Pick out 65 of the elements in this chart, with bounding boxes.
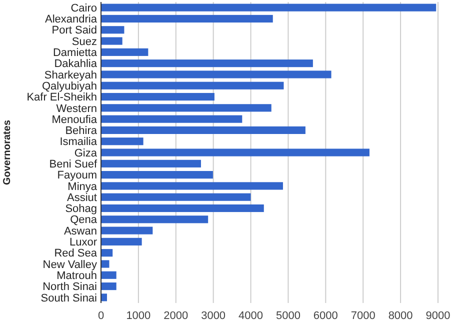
y-tick-label: Assiut bbox=[67, 192, 97, 204]
bar bbox=[101, 148, 370, 156]
bar bbox=[101, 294, 107, 302]
x-tick-label: 7000 bbox=[350, 310, 376, 322]
y-tick-label: Damietta bbox=[52, 47, 98, 60]
bar bbox=[101, 92, 214, 101]
bar bbox=[101, 249, 113, 257]
x-tick-label: 8000 bbox=[388, 310, 413, 322]
y-tick-label: Qena bbox=[70, 214, 98, 226]
bar bbox=[101, 48, 148, 56]
y-tick-label: Aswan bbox=[64, 225, 97, 238]
y-tick-label: Behira bbox=[65, 125, 98, 138]
bar bbox=[101, 37, 122, 45]
bar bbox=[101, 70, 332, 78]
bar bbox=[101, 226, 153, 234]
y-tick-label: Western bbox=[56, 102, 97, 115]
bar bbox=[101, 82, 284, 90]
bar bbox=[101, 4, 436, 12]
y-tick-label: Beni Suef bbox=[49, 158, 98, 170]
y-tick-label: Alexandria bbox=[45, 14, 98, 26]
y-axis-title: Governorates bbox=[2, 120, 13, 186]
y-tick-label: Menoufia bbox=[52, 114, 98, 126]
bar bbox=[101, 138, 144, 146]
bar bbox=[101, 204, 264, 212]
y-tick-label: Ismailia bbox=[60, 136, 98, 148]
y-tick-label: Giza bbox=[74, 147, 98, 160]
bar bbox=[101, 238, 142, 246]
y-tick-label: Matrouh bbox=[56, 270, 97, 282]
y-tick-label: Sharkeyah bbox=[44, 69, 97, 82]
y-tick-label: Suez bbox=[72, 36, 97, 48]
y-tick-label: Sohag bbox=[65, 203, 97, 216]
x-tick-label: 4000 bbox=[238, 310, 264, 322]
bar bbox=[101, 260, 110, 268]
y-tick-label: Red Sea bbox=[54, 248, 98, 260]
bar bbox=[101, 216, 208, 224]
y-tick-label: Cairo bbox=[70, 2, 97, 14]
y-tick-label: New Valley bbox=[42, 258, 98, 271]
bar bbox=[101, 126, 306, 134]
bar bbox=[101, 60, 313, 68]
y-tick-label: Minya bbox=[68, 180, 98, 193]
bar bbox=[101, 271, 116, 279]
x-tick-label: 1000 bbox=[126, 310, 151, 322]
y-tick-label: Luxor bbox=[69, 236, 98, 249]
x-tick-label: 2000 bbox=[164, 310, 188, 322]
bar bbox=[101, 171, 213, 179]
bar bbox=[101, 193, 251, 201]
y-tick-label: Kafr El-Sheikh bbox=[26, 92, 97, 104]
bar bbox=[101, 14, 273, 23]
x-tick-label: 5000 bbox=[276, 310, 300, 322]
bar bbox=[101, 182, 283, 190]
bar bbox=[101, 160, 201, 168]
x-tick-label: 3000 bbox=[201, 310, 226, 322]
bar bbox=[101, 282, 116, 290]
x-tick-label: 0 bbox=[98, 310, 104, 322]
bar bbox=[101, 26, 124, 34]
y-tick-label: North Sinai bbox=[42, 281, 97, 294]
y-tick-label: Qalyubiyah bbox=[42, 80, 97, 92]
x-tick-label: 6000 bbox=[313, 310, 338, 322]
x-tick-label: 9000 bbox=[426, 310, 450, 322]
y-tick-label: South Sinai bbox=[40, 292, 97, 304]
y-tick-label: Port Said bbox=[52, 24, 97, 37]
bar bbox=[101, 104, 272, 112]
y-tick-label: Fayoum bbox=[57, 170, 97, 182]
y-tick-label: Dakahlia bbox=[54, 58, 98, 70]
bar bbox=[101, 115, 242, 123]
